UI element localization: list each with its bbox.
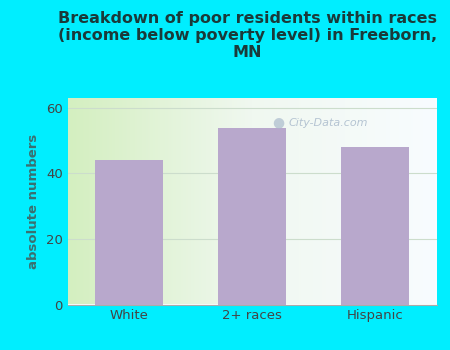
Bar bbox=[95, 160, 163, 304]
Bar bbox=[218, 127, 286, 304]
Bar bbox=[341, 147, 409, 304]
Text: Breakdown of poor residents within races
(income below poverty level) in Freebor: Breakdown of poor residents within races… bbox=[58, 10, 437, 60]
Text: City-Data.com: City-Data.com bbox=[289, 118, 369, 128]
Text: ●: ● bbox=[272, 116, 284, 130]
Y-axis label: absolute numbers: absolute numbers bbox=[27, 134, 40, 269]
